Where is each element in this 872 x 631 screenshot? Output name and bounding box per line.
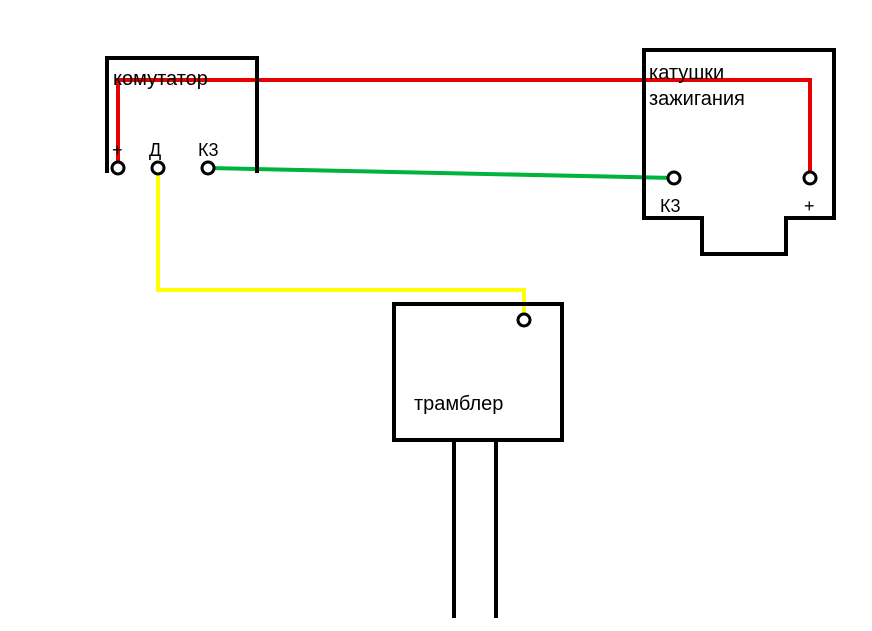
coils-label-2: зажигания [649,88,745,111]
commutator-terminal-label-plus: + [112,140,123,161]
distributor-label: трамблер [414,393,503,416]
coils-terminal-k3 [668,172,680,184]
commutator-terminal-d [152,162,164,174]
commutator-label: комутатор [113,68,208,91]
coils-terminal-label-plus: + [804,196,815,217]
coils-terminal-label-k3: К3 [660,196,681,217]
commutator-terminal-label-d: Д [149,140,161,161]
k3-wire [208,168,674,178]
commutator-terminal-plus [112,162,124,174]
coils-terminal-plus [804,172,816,184]
distributor-box [394,304,562,618]
coils-label-1: катушки [649,62,724,85]
commutator-terminal-k3 [202,162,214,174]
distributor-terminal-d [518,314,530,326]
commutator-terminal-label-k3: К3 [198,140,219,161]
d-wire [158,168,524,320]
